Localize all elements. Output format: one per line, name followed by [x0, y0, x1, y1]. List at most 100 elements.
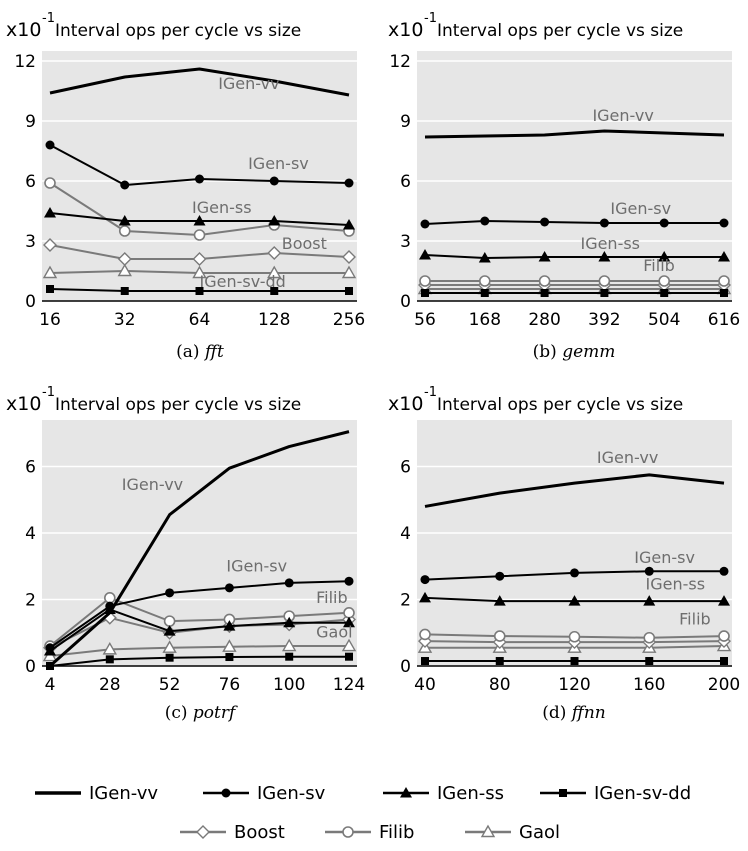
- point-d-svdd-4: [720, 657, 728, 666]
- point-a-svdd-1: [120, 287, 129, 295]
- line-c-vv: [49, 430, 350, 668]
- plot-area-d: [417, 420, 732, 666]
- point-c-gaol-5: [341, 638, 357, 652]
- point-a-svdd-2: [195, 287, 204, 295]
- point-b-svdd-3: [600, 289, 609, 297]
- series-label-d-vv: IGen-vv: [597, 448, 658, 467]
- legend-label-boost: Boost: [234, 822, 285, 843]
- legend-label-svdd: IGen-sv-dd: [594, 783, 691, 804]
- series-a-svdd: [46, 285, 353, 295]
- scale-exponent-d: -1: [424, 385, 437, 400]
- chart-title-d: Interval ops per cycle vs size: [437, 395, 683, 415]
- series-c-filib: [44, 592, 355, 652]
- point-c-svdd-1: [105, 655, 114, 664]
- y-tick-c-3: 6: [25, 458, 36, 478]
- caption-a: (a) fft: [176, 342, 224, 362]
- line-c-filib: [49, 596, 350, 647]
- y-tick-b-2: 6: [400, 172, 411, 192]
- series-label-c-gaol: Gaol: [316, 623, 352, 642]
- point-a-gaol-4: [341, 265, 357, 279]
- y-tick-a-3: 9: [25, 112, 36, 132]
- grid-lines-d: [417, 465, 732, 667]
- point-c-svdd-2: [165, 653, 174, 662]
- x-tick-a-2: 64: [189, 310, 211, 330]
- x-tick-a-1: 32: [114, 310, 136, 330]
- series-b-filib: [419, 275, 730, 287]
- point-b-filib-1: [478, 275, 491, 287]
- scale-label-c: x10: [6, 393, 41, 415]
- x-tick-labels-d: 40 80 120 160 200: [414, 675, 740, 695]
- panel-c: x10 -1 Interval ops per cycle vs size IG…: [6, 385, 365, 723]
- line-c-svdd: [49, 655, 349, 667]
- series-d-filib: [419, 628, 730, 644]
- point-b-sv-2: [540, 217, 550, 227]
- caption-c: (c) potrf: [165, 703, 238, 723]
- y-tick-b-3: 9: [400, 112, 411, 132]
- point-b-svdd-2: [540, 289, 549, 297]
- legend-item-boost: Boost: [180, 822, 285, 843]
- point-a-filib-0: [44, 177, 56, 189]
- scale-label-a: x10: [6, 19, 41, 41]
- point-b-filib-3: [598, 275, 611, 287]
- series-label-a-ss: IGen-ss: [192, 198, 252, 217]
- point-d-svdd-1: [495, 657, 504, 666]
- point-a-sv-3: [269, 176, 279, 186]
- caption-prefix-a: (a): [176, 342, 205, 362]
- line-b-sv: [424, 220, 724, 225]
- point-d-sv-4: [719, 566, 729, 576]
- point-d-sv-0: [420, 575, 430, 585]
- caption-name-a: fft: [203, 342, 224, 362]
- point-a-ss-4: [343, 219, 355, 230]
- series-a-sv: [45, 140, 354, 190]
- point-c-sv-4: [284, 578, 294, 588]
- point-d-ss-2: [568, 595, 581, 606]
- legend-label-vv: IGen-vv: [89, 783, 158, 804]
- series-label-c-filib: Filib: [316, 588, 348, 607]
- x-tick-d-3: 160: [633, 675, 665, 695]
- point-a-boost-3: [267, 246, 282, 260]
- point-d-sv-3: [644, 566, 654, 576]
- point-b-ss-3: [598, 251, 611, 262]
- panel-b: x10 -1 Interval ops per cycle vs size IG…: [388, 11, 740, 362]
- series-group-a: IGen-vv IGen-sv IGen-ss Boost IGen-sv-dd: [42, 67, 357, 295]
- point-d-sv-1: [495, 571, 505, 581]
- point-b-svdd-1: [480, 289, 489, 297]
- x-tick-c-4: 100: [273, 675, 305, 695]
- legend-label-filib: Filib: [379, 822, 414, 843]
- point-a-ss-2: [193, 215, 206, 226]
- point-c-svdd-5: [345, 652, 353, 661]
- y-tick-d-3: 6: [400, 458, 411, 478]
- series-d-sv: [420, 566, 729, 585]
- series-group-d: IGen-vv IGen-sv IGen-ss Filib: [417, 448, 732, 666]
- scale-exponent-b: -1: [424, 11, 437, 26]
- scale-exponent-a: -1: [42, 11, 55, 26]
- x-tick-b-0: 56: [414, 310, 436, 330]
- point-d-ss-1: [493, 595, 506, 606]
- point-a-boost-2: [192, 252, 207, 266]
- line-a-vv: [49, 67, 350, 97]
- legend-marker-filib: [342, 826, 354, 838]
- point-c-svdd-3: [225, 653, 234, 662]
- x-tick-d-2: 120: [558, 675, 590, 695]
- point-c-ss-5: [343, 616, 355, 628]
- legend-item-gaol: Gaol: [465, 822, 560, 843]
- legend-label-gaol: Gaol: [519, 822, 560, 843]
- point-c-filib-5: [343, 607, 355, 619]
- point-a-svdd-0: [46, 285, 54, 293]
- x-tick-b-3: 392: [588, 310, 620, 330]
- chart-title-a: Interval ops per cycle vs size: [55, 21, 301, 41]
- series-label-b-sv: IGen-sv: [610, 199, 671, 218]
- caption-name-b: gemm: [562, 342, 615, 362]
- series-label-a-svdd: IGen-sv-dd: [200, 272, 286, 291]
- point-d-filib-0: [419, 628, 431, 641]
- point-a-boost-0: [43, 238, 57, 252]
- point-b-svdd-5: [720, 289, 728, 297]
- point-d-ss-0: [419, 591, 431, 603]
- point-b-ss-5: [718, 251, 730, 262]
- point-b-ss-0: [419, 249, 431, 260]
- line-b-ss: [424, 254, 724, 259]
- series-d-ss: [419, 591, 730, 606]
- x-tick-c-3: 76: [219, 675, 241, 695]
- x-tick-d-0: 40: [414, 675, 436, 695]
- series-b-svdd: [421, 289, 728, 297]
